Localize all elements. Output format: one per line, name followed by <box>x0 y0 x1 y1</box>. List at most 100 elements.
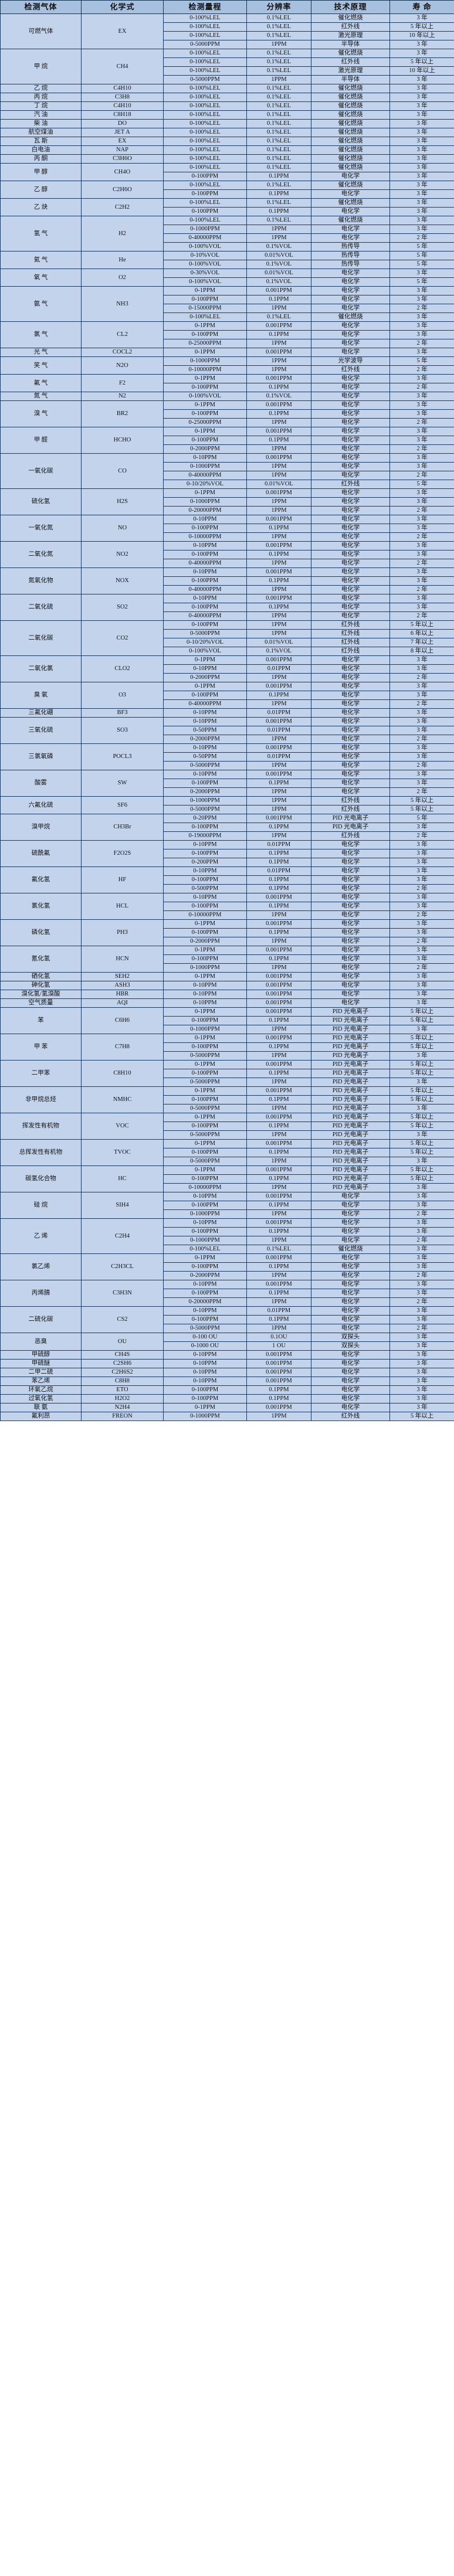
resolution-cell: 0.1%LEL <box>246 13 311 23</box>
lifetime-cell: 3 年 <box>389 840 454 849</box>
technology-cell: 电化学 <box>311 321 390 331</box>
lifetime-cell: 3 年 <box>389 40 454 49</box>
resolution-cell: 1PPM <box>246 1271 311 1280</box>
gas-name-cell: 甲硫醇 <box>0 1350 82 1360</box>
table-row: 瓦 斯 EX 0-100%LEL 0.1%LEL 催化燃烧 3 年 <box>0 137 454 146</box>
resolution-cell: 1PPM <box>246 805 311 814</box>
detection-range-cell: 0-100PPM <box>163 1394 247 1403</box>
lifetime-cell: 3 年 <box>389 866 454 876</box>
table-row: 氟利昂 FREON 0-1000PPM 1PPM 红外线 5 年以上 <box>0 1412 454 1421</box>
lifetime-cell: 2 年 <box>389 506 454 515</box>
technology-cell: 红外线 <box>311 629 390 638</box>
technology-cell: 红外线 <box>311 365 390 375</box>
detection-range-cell: 0-5000PPM <box>163 629 247 638</box>
technology-cell: 双探头 <box>311 1341 390 1351</box>
table-row: 0-2000PPM 1PPM 电化学 2 年 <box>1 444 454 454</box>
gas-name-cell: 二氧化氮 <box>0 541 82 568</box>
lifetime-cell: 3 年 <box>389 128 454 137</box>
chemical-formula-cell: OU <box>81 1333 164 1351</box>
resolution-cell: 0.1PPM <box>246 1262 311 1272</box>
technology-cell: 电化学 <box>311 418 390 427</box>
technology-cell: 电化学 <box>311 374 390 383</box>
detection-range-cell: 0-10PPM <box>163 893 247 902</box>
detection-range-cell: 0-1PPM <box>163 1086 247 1096</box>
detection-range-cell: 0-10PPM <box>163 981 247 990</box>
resolution-cell: 0.1%LEL <box>246 216 311 225</box>
gas-name-cell: 硒化氢 <box>0 972 82 981</box>
lifetime-cell: 2 年 <box>389 673 454 682</box>
resolution-cell: 0.01PPM <box>246 726 311 735</box>
lifetime-cell: 7 年以上 <box>389 638 454 647</box>
table-row: 0-100PPM 0.1PPM 电化学 3 年 <box>1 1289 454 1298</box>
table-row: 氢 气 H2 0-100%LEL 0.1%LEL 催化燃烧 3 年 <box>0 216 454 252</box>
table-row: 0-5000PPM 1PPM 半导体 3 年 <box>1 75 454 84</box>
table-row: 0-5000PPM 1PPM PID 光电离子 3 年 <box>1 1157 454 1166</box>
lifetime-cell: 3 年 <box>389 902 454 911</box>
detection-range-cell: 0-100PPM <box>163 823 247 832</box>
detection-range-cell: 0-100%LEL <box>163 198 247 208</box>
resolution-cell: 1PPM <box>246 339 311 348</box>
technology-cell: PID 光电离子 <box>311 1113 390 1122</box>
detection-range-cell: 0-500PPM <box>163 884 247 893</box>
table-row: 臭 氧 O3 0-1PPM 0.001PPM 电化学 3 年 <box>0 682 454 709</box>
table-row: 乙 醇 C2H6O 0-100%LEL 0.1%LEL 催化燃烧 3 年 <box>0 181 454 199</box>
detection-range-cell: 0-100%LEL <box>163 1245 247 1254</box>
lifetime-cell: 3 年 <box>389 312 454 322</box>
technology-cell: 催化燃烧 <box>311 154 390 164</box>
detection-range-cell: 0-100PPM <box>163 875 247 885</box>
detection-range-cell: 0-100%LEL <box>163 57 247 67</box>
table-row: 溴化氢/氢溴酸 HBR 0-10PPM 0.001PPM 电化学 3 年 <box>0 990 454 999</box>
resolution-cell: 0.1PPM <box>246 902 311 911</box>
lifetime-cell: 3 年 <box>389 1157 454 1166</box>
resolution-cell: 0.001PPM <box>246 348 311 357</box>
lifetime-cell: 5 年以上 <box>389 1016 454 1025</box>
technology-cell: 电化学 <box>311 752 390 762</box>
resolution-cell: 0.001PPM <box>246 1377 311 1386</box>
technology-cell: PID 光电离子 <box>311 1060 390 1069</box>
resolution-cell: 0.1PPM <box>246 1042 311 1052</box>
detection-range-cell: 0-100%VOL <box>163 260 247 269</box>
detection-range-cell: 0-2000PPM <box>163 735 247 744</box>
detection-range-cell: 0-2000PPM <box>163 937 247 946</box>
table-row: 0-100PPM 0.1PPM 电化学 3 年 <box>1 576 454 586</box>
chemical-formula-cell: BF3 <box>81 708 164 718</box>
resolution-cell: 0.001PPM <box>246 1403 311 1412</box>
table-row: 0-10/20%VOL 0.01%VOL 红外线 5 年 <box>1 480 454 489</box>
resolution-cell: 0.1%LEL <box>246 31 311 40</box>
gas-name-cell: 丁 烷 <box>0 101 82 111</box>
resolution-cell: 1PPM <box>246 910 311 920</box>
detection-range-cell: 0-1PPM <box>163 1253 247 1263</box>
table-row: 丙 烷 C3H8 0-100%LEL 0.1%LEL 催化燃烧 3 年 <box>0 93 454 102</box>
resolution-cell: 0.001PPM <box>246 717 311 726</box>
lifetime-cell: 3 年 <box>389 1377 454 1386</box>
lifetime-cell: 3 年 <box>389 163 454 172</box>
technology-cell: 电化学 <box>311 787 390 797</box>
chemical-formula-cell: N2H4 <box>81 1403 164 1412</box>
detection-range-cell: 0-1000PPM <box>163 1209 247 1219</box>
technology-cell: 双探头 <box>311 1333 390 1342</box>
technology-cell: 电化学 <box>311 409 390 419</box>
technology-cell: PID 光电离子 <box>311 814 390 823</box>
technology-cell: 电化学 <box>311 1385 390 1395</box>
lifetime-cell: 3 年 <box>389 1245 454 1254</box>
gas-name-cell: 苯 <box>0 1007 82 1034</box>
detection-range-cell: 0-100PPM <box>163 1315 247 1324</box>
resolution-cell: 0.1PPM <box>246 1069 311 1078</box>
table-row: 丙 酮 C3H6O 0-100%LEL 0.1%LEL 催化燃烧 3 年 <box>0 154 454 164</box>
resolution-cell: 0.001PPM <box>246 990 311 999</box>
gas-name-cell: 溴 气 <box>0 400 82 427</box>
gas-name-cell: 丙 酮 <box>0 154 82 164</box>
technology-cell: 催化燃烧 <box>311 312 390 322</box>
detection-range-cell: 0-10PPM <box>163 1306 247 1316</box>
resolution-cell: 0.1%LEL <box>246 110 311 120</box>
resolution-cell: 0.001PPM <box>246 286 311 295</box>
technology-cell: 电化学 <box>311 655 390 665</box>
lifetime-cell: 2 年 <box>389 1209 454 1219</box>
resolution-cell: 0.1%VOL <box>246 242 311 252</box>
table-row: 0-2000PPM 1PPM 电化学 2 年 <box>1 735 454 744</box>
lifetime-cell: 3 年 <box>389 181 454 190</box>
detection-range-cell: 0-100PPM <box>163 1042 247 1052</box>
lifetime-cell: 3 年 <box>389 708 454 718</box>
lifetime-cell: 3 年 <box>389 1289 454 1298</box>
lifetime-cell: 3 年 <box>389 849 454 858</box>
